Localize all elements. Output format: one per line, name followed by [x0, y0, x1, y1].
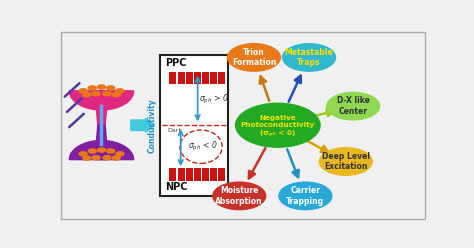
- Text: Dark: Dark: [167, 128, 182, 133]
- Circle shape: [88, 86, 96, 90]
- Text: Negative
Photoconductivity
(σₚₕ < 0): Negative Photoconductivity (σₚₕ < 0): [241, 115, 315, 136]
- Circle shape: [228, 44, 281, 71]
- Circle shape: [112, 93, 120, 97]
- Polygon shape: [95, 125, 108, 160]
- Circle shape: [319, 148, 372, 175]
- FancyBboxPatch shape: [218, 168, 225, 181]
- FancyBboxPatch shape: [178, 72, 184, 84]
- Circle shape: [83, 93, 91, 97]
- Text: $\sigma_{ph}$ > 0: $\sigma_{ph}$ > 0: [200, 93, 229, 106]
- FancyBboxPatch shape: [194, 72, 201, 84]
- Text: Deep Level
Excitation: Deep Level Excitation: [322, 152, 370, 171]
- Circle shape: [213, 182, 266, 210]
- FancyBboxPatch shape: [186, 72, 192, 84]
- Circle shape: [79, 89, 87, 93]
- Polygon shape: [69, 91, 134, 110]
- Text: D-X like
Center: D-X like Center: [337, 96, 370, 116]
- Text: NPC: NPC: [164, 182, 187, 192]
- FancyBboxPatch shape: [210, 168, 217, 181]
- FancyBboxPatch shape: [218, 72, 225, 84]
- FancyBboxPatch shape: [170, 72, 176, 84]
- Circle shape: [92, 155, 100, 160]
- FancyBboxPatch shape: [210, 72, 217, 84]
- FancyBboxPatch shape: [202, 72, 209, 84]
- Circle shape: [79, 152, 87, 156]
- Polygon shape: [69, 141, 134, 160]
- Text: Moisture
Absorption: Moisture Absorption: [216, 186, 263, 206]
- FancyBboxPatch shape: [170, 168, 176, 181]
- FancyArrow shape: [131, 118, 155, 132]
- Text: $\sigma_{ph}$ < 0: $\sigma_{ph}$ < 0: [188, 140, 218, 153]
- Circle shape: [116, 89, 124, 93]
- Text: Trion
Formation: Trion Formation: [232, 48, 276, 67]
- Circle shape: [92, 92, 100, 96]
- Text: Metastable
Traps: Metastable Traps: [285, 48, 333, 67]
- Circle shape: [107, 149, 115, 153]
- FancyBboxPatch shape: [178, 168, 184, 181]
- Circle shape: [283, 44, 336, 71]
- Circle shape: [98, 148, 106, 152]
- FancyBboxPatch shape: [160, 55, 228, 196]
- Text: Conductivity: Conductivity: [148, 98, 157, 153]
- Circle shape: [116, 152, 124, 156]
- Polygon shape: [95, 91, 108, 125]
- Circle shape: [107, 86, 115, 90]
- Circle shape: [327, 93, 380, 120]
- Circle shape: [236, 103, 320, 147]
- Circle shape: [103, 92, 111, 96]
- FancyBboxPatch shape: [61, 32, 425, 219]
- Text: Carrier
Trapping: Carrier Trapping: [286, 186, 324, 206]
- Circle shape: [279, 182, 332, 210]
- FancyBboxPatch shape: [202, 168, 209, 181]
- Circle shape: [98, 85, 106, 89]
- Circle shape: [112, 156, 120, 160]
- Circle shape: [88, 149, 96, 153]
- FancyBboxPatch shape: [186, 168, 192, 181]
- FancyBboxPatch shape: [194, 168, 201, 181]
- Text: PPC: PPC: [164, 58, 186, 68]
- Circle shape: [83, 156, 91, 160]
- Circle shape: [103, 155, 111, 160]
